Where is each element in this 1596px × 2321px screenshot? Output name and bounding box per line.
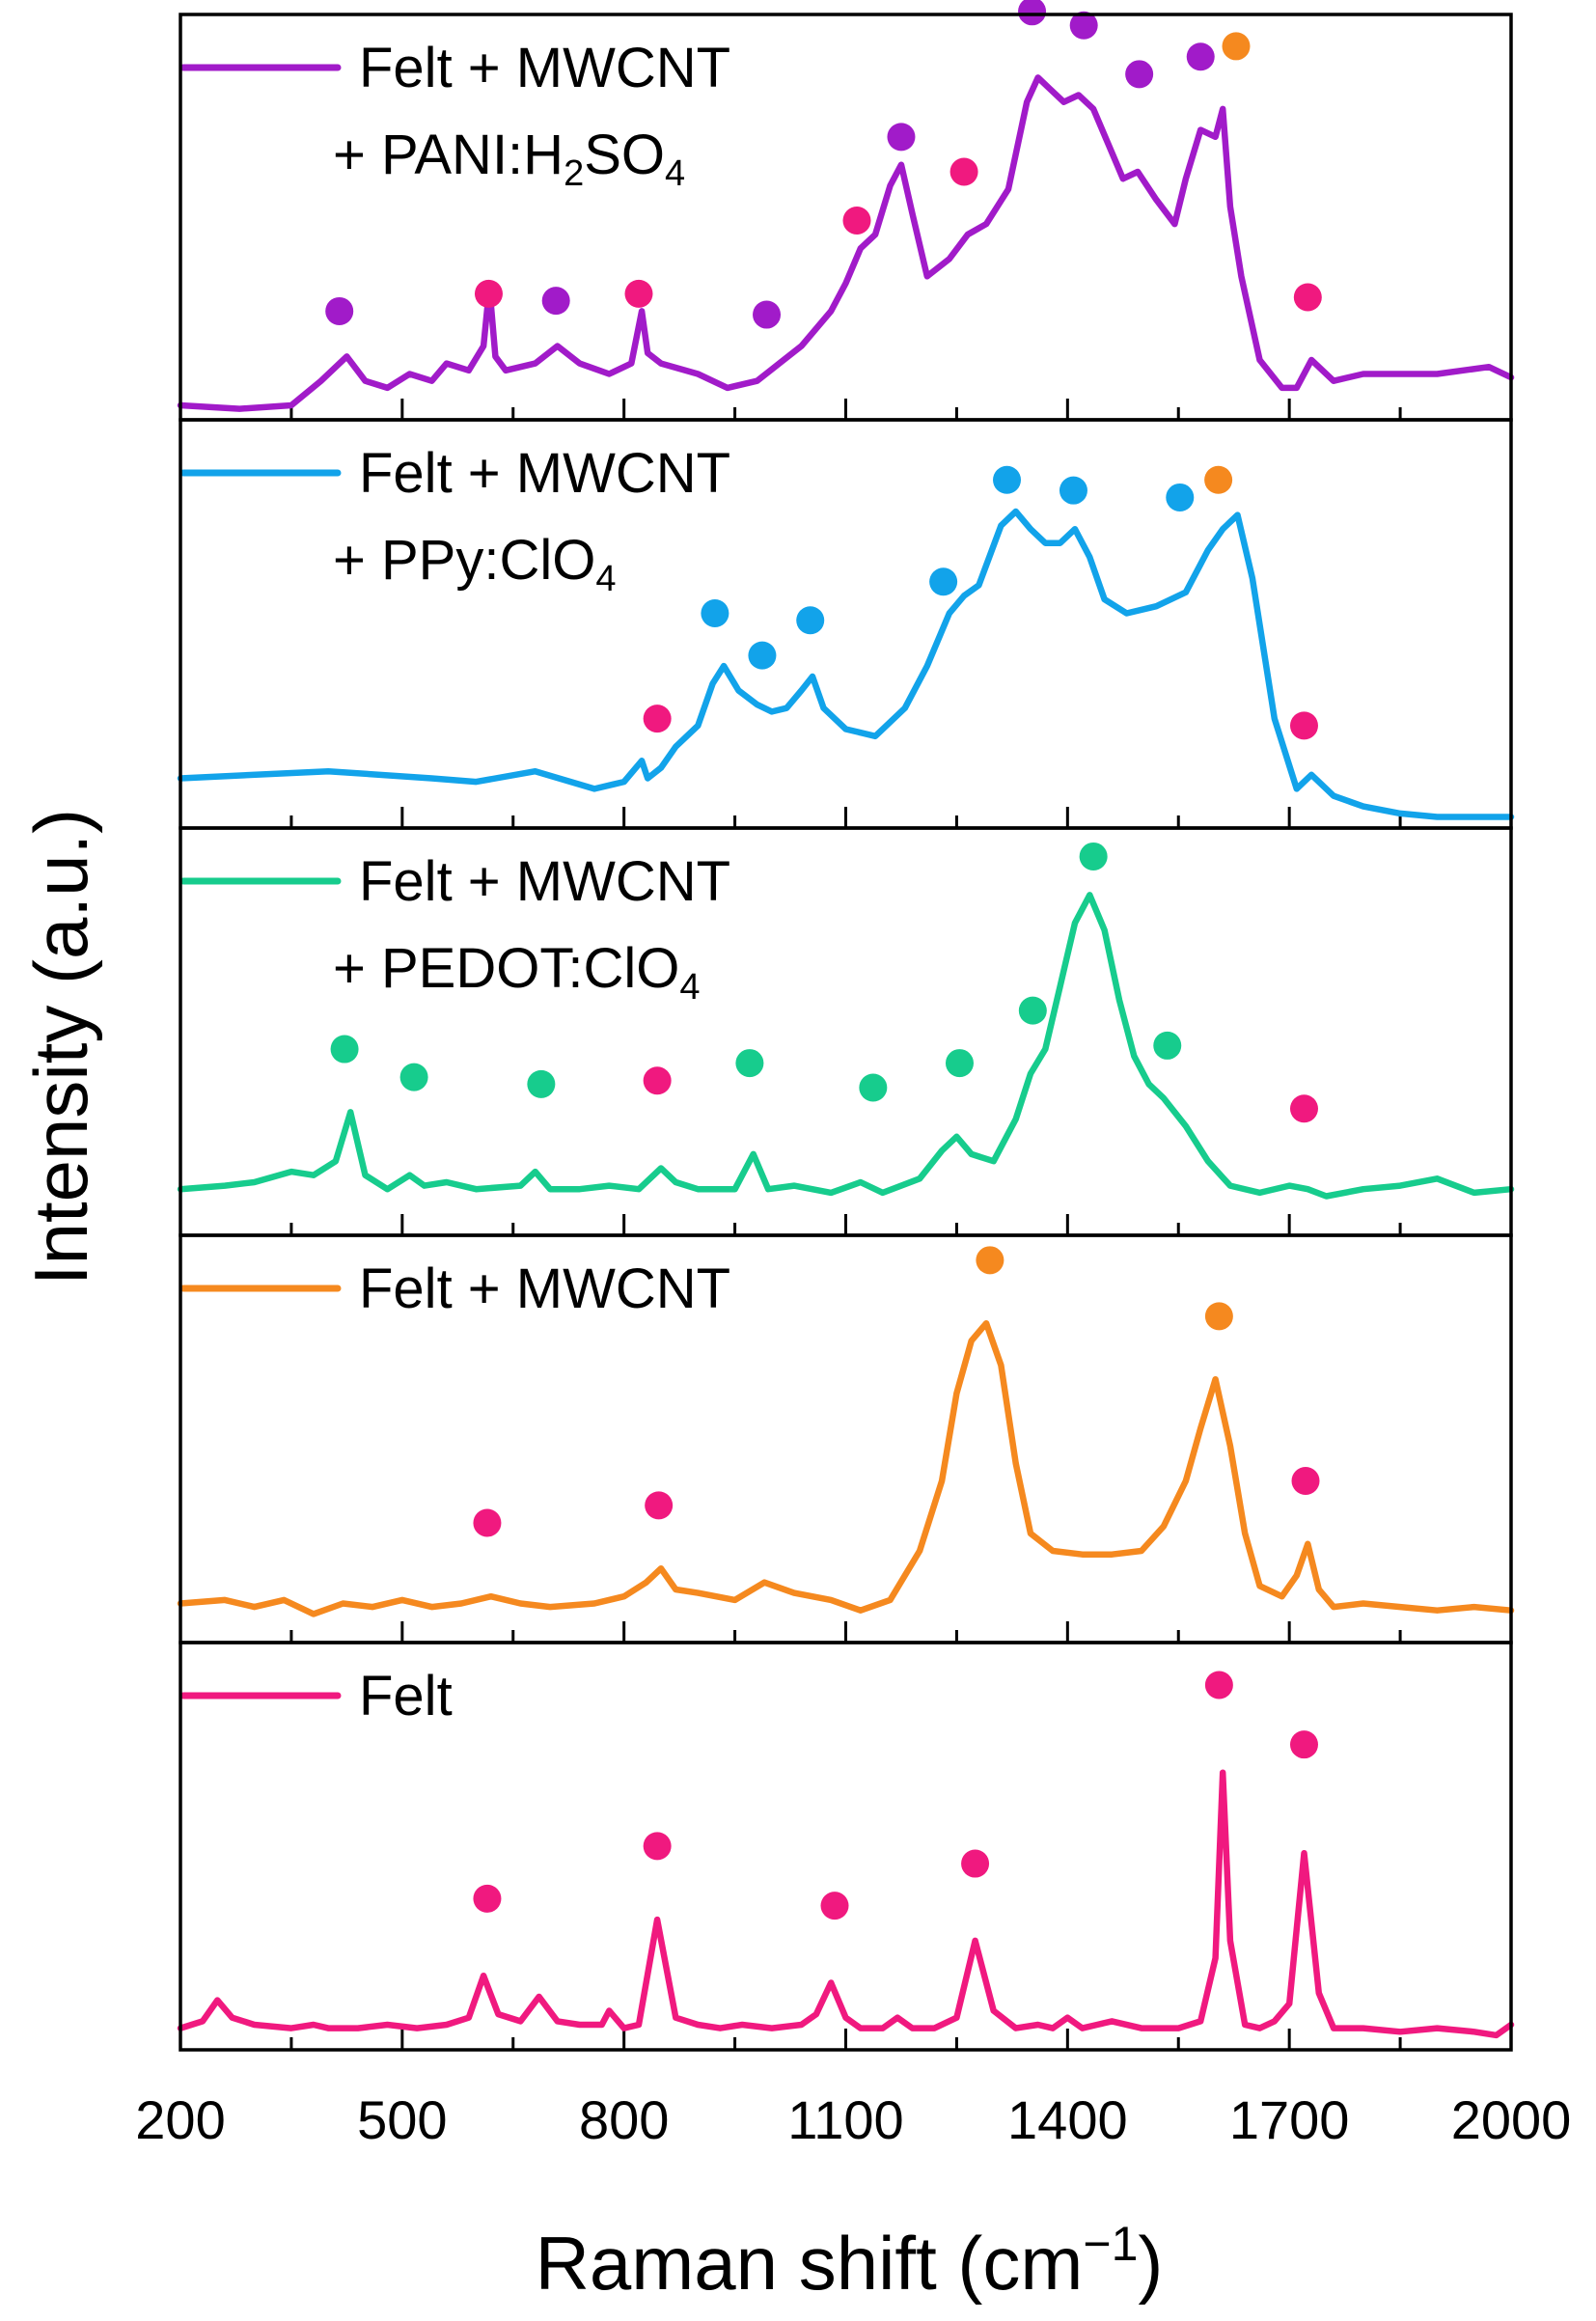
- legend-label-line2: + PEDOT:ClO4: [333, 937, 701, 1008]
- x-tick-label: 2000: [1451, 2089, 1572, 2150]
- peak-marker: [473, 1508, 502, 1537]
- panel-felt-mwcnt: Felt + MWCNT: [177, 1233, 1515, 1644]
- peak-marker: [473, 1884, 502, 1913]
- x-axis-label: Raman shift (cm−1): [536, 2217, 1164, 2306]
- panel-felt-mwcnt-pani-h2so4: Felt + MWCNT + PANI:H2SO4: [177, 0, 1515, 422]
- peak-marker: [1166, 483, 1195, 511]
- spectrum-line-felt-mwcnt-pedot-clo4: [177, 892, 1515, 1200]
- y-axis-label: Intensity (a.u.): [18, 809, 103, 1285]
- peak-marker: [961, 1849, 990, 1878]
- peak-marker: [1018, 996, 1047, 1025]
- peak-marker: [1204, 465, 1233, 494]
- peak-marker: [1293, 283, 1322, 312]
- peak-marker: [1018, 0, 1047, 26]
- peak-marker: [1291, 1466, 1320, 1495]
- peak-marker: [1069, 11, 1098, 40]
- peak-marker: [1289, 711, 1318, 740]
- spectrum-line-felt-mwcnt-ppy-clo4: [177, 508, 1515, 820]
- peak-marker: [929, 567, 958, 596]
- peak-marker: [527, 1069, 556, 1098]
- peak-marker: [643, 705, 672, 733]
- x-axis-label-superscript: −1: [1083, 2217, 1138, 2271]
- x-tick-label: 200: [135, 2089, 225, 2150]
- peak-marker: [624, 279, 653, 308]
- peak-marker: [820, 1892, 849, 1920]
- spectrum-line-felt-mwcnt: [177, 1319, 1515, 1617]
- x-tick-label: 1400: [1007, 2089, 1128, 2150]
- x-tick-label: 1100: [787, 2089, 903, 2150]
- peak-marker: [842, 207, 871, 235]
- legend-label: Felt + MWCNT: [359, 1257, 730, 1320]
- spectrum-line-felt-mwcnt-pani-h2so4: [177, 74, 1515, 412]
- peak-marker: [643, 1066, 672, 1095]
- legend-label-line2: + PANI:H2SO4: [333, 124, 685, 194]
- peak-marker: [1125, 60, 1154, 89]
- peak-marker: [643, 1832, 672, 1861]
- peak-marker: [1289, 1730, 1318, 1759]
- peak-marker: [1059, 476, 1087, 505]
- peak-marker: [976, 1246, 1004, 1275]
- legend-label: Felt + MWCNT: [359, 850, 730, 913]
- peak-marker: [1222, 32, 1251, 61]
- peak-marker: [1204, 1302, 1233, 1331]
- peak-marker: [474, 279, 503, 308]
- peak-marker: [330, 1035, 359, 1064]
- legend-label-line2: + PPy:ClO4: [333, 529, 617, 599]
- peak-marker: [949, 157, 978, 186]
- peak-marker: [399, 1063, 428, 1091]
- peak-marker: [645, 1491, 674, 1520]
- x-tick-label: 800: [579, 2089, 669, 2150]
- x-tick-label: 1700: [1229, 2089, 1350, 2150]
- x-tick-label: 500: [357, 2089, 447, 2150]
- peak-marker: [1204, 1671, 1233, 1699]
- spectrum-line-felt: [177, 1769, 1515, 2039]
- peak-marker: [796, 606, 825, 635]
- legend-label: Felt + MWCNT: [359, 37, 730, 99]
- panel-frame: [179, 1641, 1513, 2052]
- peak-marker: [1153, 1031, 1182, 1060]
- peak-marker: [541, 287, 570, 316]
- peak-marker: [1079, 842, 1108, 870]
- panel-felt-mwcnt-ppy-clo4: Felt + MWCNT + PPy:ClO4: [177, 418, 1515, 830]
- peak-marker: [859, 1073, 888, 1102]
- peak-marker: [887, 123, 916, 152]
- peak-marker: [753, 300, 782, 329]
- peak-marker: [735, 1049, 764, 1078]
- peak-marker: [325, 296, 354, 325]
- peak-marker: [1186, 42, 1215, 71]
- peak-marker: [1289, 1094, 1318, 1123]
- x-axis: 200 500 800 1100 1400 1700 2000: [135, 2089, 1571, 2150]
- panel-felt: Felt: [177, 1641, 1515, 2052]
- legend-label: Felt: [359, 1665, 453, 1727]
- panel-felt-mwcnt-pedot-clo4: Felt + MWCNT + PEDOT:ClO4: [177, 826, 1515, 1237]
- spectra-panels: Felt + MWCNT + PANI:H2SO4 Felt + MWCNT + PP…: [177, 0, 1515, 2052]
- legend-label: Felt + MWCNT: [359, 442, 730, 505]
- peak-marker: [993, 465, 1022, 494]
- peak-marker: [748, 641, 777, 670]
- peak-marker: [945, 1049, 974, 1078]
- peak-marker: [701, 599, 729, 628]
